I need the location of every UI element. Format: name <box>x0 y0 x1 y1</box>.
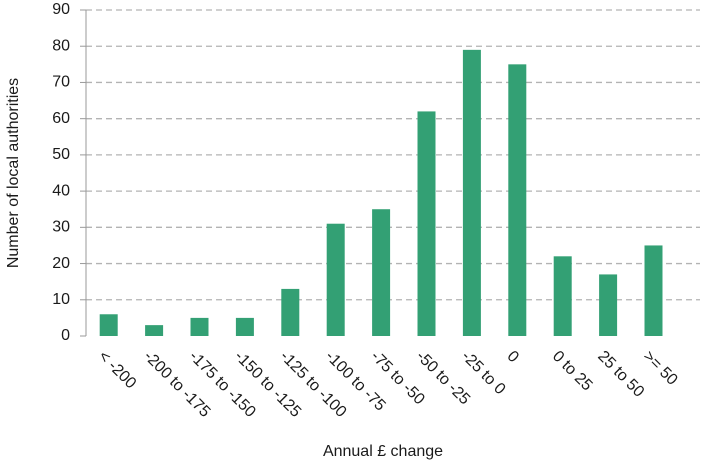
y-tick-label: 0 <box>61 327 70 344</box>
bar <box>462 49 481 336</box>
bar <box>553 256 572 336</box>
y-tick-label: 80 <box>52 37 70 54</box>
x-tick-label: 25 to 50 <box>594 348 647 401</box>
bar <box>190 317 209 336</box>
x-tick-label: 0 to 25 <box>549 348 596 395</box>
y-tick-label: 20 <box>52 255 70 272</box>
y-tick-label: 40 <box>52 182 70 199</box>
x-tick-label: 0 <box>503 348 521 366</box>
bar <box>99 314 118 336</box>
bar <box>281 288 300 336</box>
bar <box>644 245 663 336</box>
y-axis-title: Number of local authorities <box>5 78 22 268</box>
y-tick-label: 10 <box>52 291 70 308</box>
bar <box>145 325 164 336</box>
bar <box>235 317 254 336</box>
bar <box>599 274 618 336</box>
y-tick-label: 50 <box>52 146 70 163</box>
bar <box>417 111 436 336</box>
bar <box>508 64 527 336</box>
bar <box>326 223 345 336</box>
y-tick-label: 90 <box>52 1 70 18</box>
x-axis-title: Annual £ change <box>323 443 443 460</box>
bar <box>372 209 391 336</box>
x-tick-label: >= 50 <box>640 348 681 389</box>
x-tick-label: < -200 <box>95 348 139 392</box>
y-tick-label: 60 <box>52 110 70 127</box>
y-tick-label: 30 <box>52 219 70 236</box>
y-tick-label: 70 <box>52 74 70 91</box>
